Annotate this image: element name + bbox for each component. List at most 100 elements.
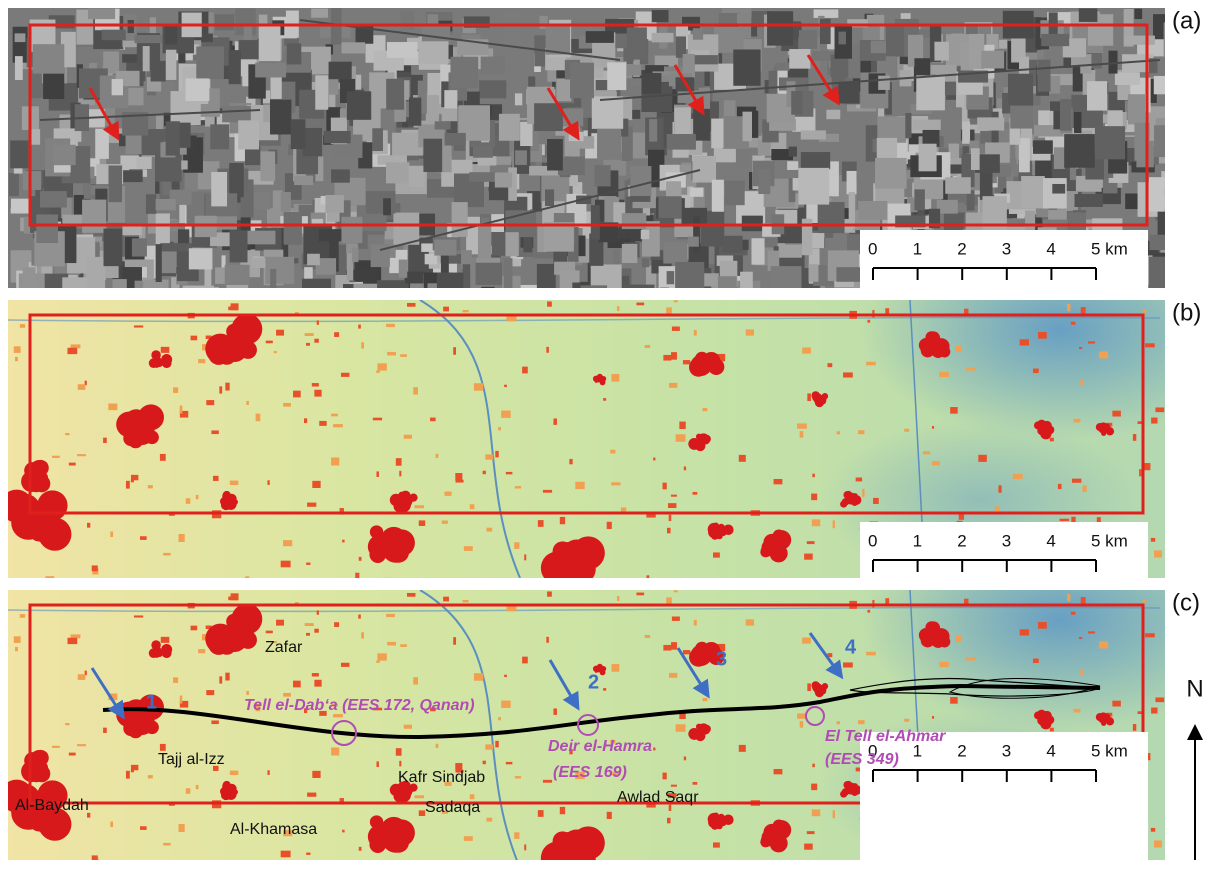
speckle (126, 481, 130, 489)
speckle (1151, 708, 1157, 714)
field (435, 121, 451, 129)
field (36, 214, 58, 242)
speckle (160, 744, 166, 751)
speckle (1073, 709, 1080, 713)
speckle (1013, 474, 1023, 479)
speckle (134, 615, 143, 617)
speckle (1020, 629, 1029, 635)
field (156, 213, 170, 245)
speckle (674, 590, 678, 592)
speckle (1112, 411, 1120, 417)
speckle (376, 761, 378, 767)
speckle (617, 596, 619, 601)
field (324, 131, 351, 143)
settlement (762, 830, 775, 843)
settlement (393, 791, 404, 802)
field (775, 63, 790, 71)
field (818, 202, 844, 233)
speckle (196, 785, 199, 789)
speckle (306, 563, 310, 565)
field (238, 120, 259, 149)
speckle (603, 398, 606, 401)
field (1075, 194, 1103, 207)
speckle (14, 346, 21, 353)
field (690, 188, 704, 197)
settlement (1101, 431, 1106, 436)
field (1095, 126, 1125, 159)
field (178, 53, 185, 63)
field (1019, 138, 1030, 172)
speckle (636, 303, 644, 306)
speckle (396, 458, 402, 466)
field (688, 237, 699, 247)
speckle (904, 429, 909, 432)
field (166, 50, 177, 80)
field (409, 98, 421, 126)
speckle (283, 540, 292, 546)
speckle (543, 490, 552, 493)
speckle (515, 486, 521, 488)
settlement (939, 636, 950, 647)
speckle (462, 310, 468, 312)
field (667, 271, 675, 284)
field (789, 49, 810, 69)
speckle (495, 451, 498, 458)
settlement (208, 634, 229, 655)
field (10, 140, 28, 168)
field (546, 24, 570, 54)
speckle (683, 360, 690, 364)
field (667, 134, 696, 150)
speckle (575, 482, 584, 489)
speckle (950, 697, 958, 704)
field (400, 10, 413, 30)
scale-label: 3 (1002, 531, 1011, 550)
speckle (483, 471, 486, 474)
field (229, 50, 241, 84)
speckle (1058, 484, 1062, 489)
field (1079, 8, 1098, 21)
field (642, 73, 662, 94)
field (287, 43, 302, 64)
speckle (866, 362, 876, 366)
field (1048, 210, 1067, 220)
settlement (1042, 711, 1051, 720)
settlement (696, 434, 702, 440)
field (156, 199, 176, 210)
speckle (304, 418, 307, 423)
speckle (1151, 418, 1157, 424)
field (341, 217, 362, 243)
speckle (306, 633, 310, 636)
field (722, 236, 742, 253)
settlement (561, 829, 593, 861)
field (255, 63, 286, 78)
field (1149, 177, 1165, 211)
speckle (1097, 517, 1101, 522)
speckle (69, 463, 76, 466)
speckle (256, 414, 261, 422)
speckle (504, 385, 507, 387)
settlement (149, 648, 159, 658)
speckle (413, 387, 418, 394)
speckle (1038, 332, 1047, 339)
speckle (1067, 594, 1070, 601)
field (143, 46, 150, 71)
field (423, 139, 442, 172)
speckle (245, 576, 249, 581)
speckle (964, 309, 968, 314)
speckle (504, 675, 507, 677)
speckle (455, 473, 462, 481)
scale-label: 1 (913, 239, 922, 258)
speckle (804, 844, 813, 850)
field (1115, 72, 1140, 85)
speckle (276, 330, 284, 336)
scale-label: 3 (1002, 239, 1011, 258)
field (259, 26, 281, 61)
speckle (1079, 637, 1082, 639)
field (801, 152, 830, 169)
speckle (317, 610, 319, 614)
place-name: Tajj al-Izz (158, 751, 225, 768)
field (878, 76, 890, 90)
speckle (812, 764, 815, 768)
speckle (486, 818, 492, 822)
speckle (312, 673, 319, 676)
